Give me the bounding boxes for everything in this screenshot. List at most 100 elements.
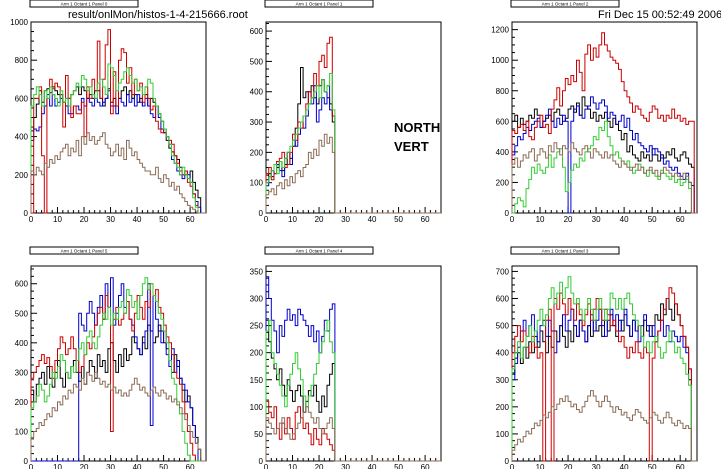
- x-tick-label: 20: [564, 463, 573, 469]
- y-tick-label: 200: [250, 349, 264, 358]
- y-tick-label: 100: [496, 430, 510, 439]
- x-tick-label: 40: [133, 463, 142, 469]
- x-tick-label: 40: [368, 463, 377, 469]
- x-tick-label: 10: [536, 463, 545, 469]
- panel-4: Arm 1 Octant 1 Panel 4 0 10 20 30 40 50 60 0 50 10…: [250, 246, 442, 469]
- y-tick-label: 800: [15, 56, 29, 65]
- x-tick-label: 0: [510, 215, 515, 224]
- file-path-label: result/onlMon/histos-1-4-215666.root: [68, 9, 248, 21]
- x-tick-label: 10: [536, 215, 545, 224]
- series-red: [511, 287, 697, 462]
- panel-title-box: [29, 0, 139, 8]
- series-red: [511, 32, 697, 214]
- panel-title-box: [510, 0, 620, 8]
- timestamp-label: Fri Dec 15 00:52:49 2006: [598, 9, 721, 21]
- x-tick-label: 60: [186, 463, 195, 469]
- y-tick-label: 400: [496, 349, 510, 358]
- panel-title-box: [264, 246, 374, 255]
- panel-title-box: [29, 246, 139, 255]
- x-tick-label: 50: [394, 215, 403, 224]
- x-tick-label: 20: [80, 215, 89, 224]
- y-tick-label: 300: [250, 118, 264, 127]
- y-tick-label: 600: [15, 280, 29, 289]
- y-tick-label: 400: [496, 148, 510, 157]
- y-tick-label: 200: [250, 148, 264, 157]
- y-tick-label: 200: [15, 398, 29, 407]
- x-tick-label: 50: [159, 215, 168, 224]
- y-tick-label: 700: [496, 267, 510, 276]
- y-tick-label: 200: [15, 171, 29, 180]
- series-brown: [265, 406, 441, 462]
- panel-title: Arm 1 Octant 1 Panel 2: [542, 2, 589, 7]
- y-tick-label: 300: [496, 376, 510, 385]
- x-tick-label: 60: [676, 463, 685, 469]
- y-tick-label: 0: [24, 209, 29, 218]
- y-tick-label: 100: [15, 427, 29, 436]
- x-tick-label: 0: [264, 463, 269, 469]
- x-tick-label: 10: [288, 215, 297, 224]
- plot-frame: [511, 21, 698, 214]
- series-brown: [30, 371, 206, 462]
- x-tick-label: 50: [648, 215, 657, 224]
- panel-title: Arm 1 Octant 1 Panel 5: [61, 249, 108, 254]
- y-tick-label: 200: [496, 403, 510, 412]
- panel-title: Arm 1 Octant 1 Panel 1: [296, 2, 343, 7]
- x-tick-label: 0: [29, 463, 34, 469]
- y-tick-label: 300: [15, 368, 29, 377]
- x-tick-label: 20: [315, 215, 324, 224]
- x-tick-label: 60: [676, 215, 685, 224]
- x-tick-label: 30: [106, 463, 115, 469]
- panel-title-box: [510, 246, 620, 255]
- y-tick-label: 300: [250, 295, 264, 304]
- y-tick-label: 400: [250, 88, 264, 97]
- x-tick-label: 40: [620, 215, 629, 224]
- y-tick-label: 1200: [491, 26, 509, 35]
- y-tick-label: 0: [259, 457, 264, 466]
- series-brown: [511, 142, 697, 214]
- series-green: [30, 277, 206, 462]
- y-tick-label: 100: [250, 179, 264, 188]
- panel-title-box: [264, 0, 374, 8]
- panel-title: Arm 1 Octant 1 Panel 4: [296, 249, 343, 254]
- x-tick-label: 50: [159, 463, 168, 469]
- x-tick-label: 30: [341, 215, 350, 224]
- y-tick-label: 50: [254, 430, 263, 439]
- y-tick-label: 600: [496, 295, 510, 304]
- series-brown: [265, 133, 441, 214]
- y-tick-label: 600: [250, 27, 264, 36]
- annotation-north: NORTH: [394, 120, 441, 135]
- x-tick-label: 40: [368, 215, 377, 224]
- x-tick-label: 20: [564, 215, 573, 224]
- x-tick-label: 30: [592, 463, 601, 469]
- x-tick-label: 10: [53, 215, 62, 224]
- panel-3: Arm 1 Octant 1 Panel 50 10 20 30 40 50 6001002…: [15, 246, 207, 469]
- y-tick-label: 100: [250, 403, 264, 412]
- y-tick-label: 350: [250, 267, 264, 276]
- series-green: [512, 120, 697, 214]
- panel-1: Arm 1 Octant 1 Panel 10 10 20 30 40 50 6001002…: [250, 0, 442, 224]
- series-green: [511, 276, 697, 462]
- x-tick-label: 30: [106, 215, 115, 224]
- series-red: [31, 29, 206, 214]
- series-brown: [30, 132, 206, 214]
- panel-2: Arm 1 Octant 1 Panel 20 10 20 30 40 50 6002004…: [491, 0, 698, 224]
- x-tick-label: 40: [620, 463, 629, 469]
- series-green: [30, 63, 206, 214]
- y-tick-label: 500: [496, 322, 510, 331]
- x-tick-label: 50: [394, 463, 403, 469]
- x-tick-label: 0: [29, 215, 34, 224]
- panel-0: Arm 1 Octant 1 Panel 00 10 20 30 40 50 6002004…: [10, 0, 207, 224]
- x-tick-label: 20: [80, 463, 89, 469]
- series-brown: [511, 390, 697, 462]
- x-tick-label: 40: [133, 215, 142, 224]
- y-tick-label: 0: [24, 457, 29, 466]
- x-tick-label: 60: [421, 463, 430, 469]
- y-tick-label: 150: [250, 376, 264, 385]
- panel-5: Arm 1 Octant 1 Panel 30 10 20 30 40 50 6001002…: [496, 246, 698, 469]
- y-tick-label: 800: [496, 87, 510, 96]
- plot-frame: [265, 21, 442, 214]
- x-tick-label: 60: [186, 215, 195, 224]
- plot-frame: [30, 21, 207, 214]
- series-red: [265, 400, 441, 462]
